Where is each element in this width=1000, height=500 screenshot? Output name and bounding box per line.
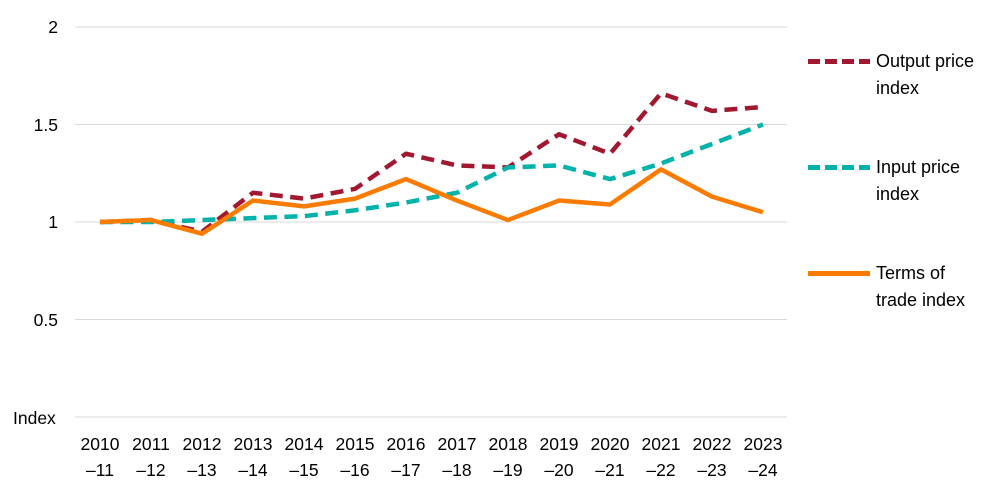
- x-tick-label: 2016 –17: [379, 431, 433, 483]
- legend-item-output-price-index: Output price index: [808, 48, 996, 102]
- legend-label: Input price index: [876, 154, 960, 208]
- y-tick-label: 1: [48, 212, 58, 232]
- legend-dashed-line-swatch: [808, 59, 870, 64]
- legend-dashed-line-swatch: [808, 165, 870, 170]
- legend-solid-line-swatch: [808, 271, 870, 276]
- x-tick-label-line: –23: [697, 460, 727, 480]
- x-tick-label: 2022 –23: [685, 431, 739, 483]
- legend-label-line: Output price: [876, 51, 975, 71]
- legend-label-line: Terms of: [876, 263, 946, 283]
- x-tick-label-line: –18: [442, 460, 472, 480]
- legend-label: Terms of trade index: [876, 260, 965, 314]
- legend-item-terms-of-trade-index: Terms of trade index: [808, 260, 996, 314]
- x-tick-label: 2014 –15: [277, 431, 331, 483]
- x-tick-label-line: –24: [748, 460, 778, 480]
- x-tick-label-line: –14: [238, 460, 268, 480]
- x-tick-label-line: –12: [136, 460, 166, 480]
- legend-label-line: Input price: [876, 157, 961, 177]
- x-tick-label-line: 2018: [488, 434, 528, 454]
- x-tick-label-line: 2023: [743, 434, 783, 454]
- x-tick-label-line: 2011: [132, 434, 170, 454]
- x-tick-label: 2017 –18: [430, 431, 484, 483]
- x-tick-label-line: 2016: [386, 434, 426, 454]
- x-tick-label-line: 2019: [539, 434, 579, 454]
- x-tick-label-line: 2010: [80, 434, 120, 454]
- x-tick-label-line: –11: [86, 460, 114, 480]
- series-line-input-price-index: [100, 122, 764, 225]
- x-tick-label: 2011 –12: [124, 431, 178, 483]
- x-tick-label: 2010 –11: [73, 431, 127, 483]
- x-tick-label: 2018 –19: [481, 431, 535, 483]
- y-tick-label: 1.5: [33, 114, 58, 135]
- legend-label-line: index: [876, 78, 920, 98]
- x-tick-label-line: 2012: [182, 434, 222, 454]
- x-tick-label-line: –13: [187, 460, 217, 480]
- x-tick-label: 2021 –22: [634, 431, 688, 483]
- legend-item-input-price-index: Input price index: [808, 154, 996, 208]
- y-axis-title: Index: [13, 408, 56, 428]
- series-line-output-price-index: [99, 91, 764, 234]
- x-tick-label-line: –20: [544, 460, 574, 480]
- x-tick-label: 2013 –14: [226, 431, 280, 483]
- x-tick-label: 2015 –16: [328, 431, 382, 483]
- x-tick-label-line: –21: [595, 460, 625, 480]
- x-tick-label-line: 2021: [641, 434, 681, 454]
- legend-label-line: trade index: [876, 290, 966, 310]
- x-tick-label-line: –22: [646, 460, 676, 480]
- x-tick-label: 2023 –24: [736, 431, 790, 483]
- x-tick-label-line: 2017: [437, 434, 477, 454]
- x-tick-label-line: –17: [391, 460, 421, 480]
- x-tick-label-line: 2014: [284, 434, 324, 454]
- y-tick-label: 0.5: [33, 309, 58, 330]
- series-line-terms-of-trade-index: [99, 167, 764, 236]
- y-tick-label: 2: [48, 17, 58, 37]
- legend-label-line: index: [876, 184, 920, 204]
- x-tick-label-line: –19: [493, 460, 523, 480]
- x-tick-label-line: 2020: [590, 434, 630, 454]
- x-tick-label-line: –16: [340, 460, 370, 480]
- x-tick-label-line: 2015: [335, 434, 375, 454]
- x-tick-label-line: –15: [289, 460, 319, 480]
- x-tick-label-line: 2022: [692, 434, 732, 454]
- x-tick-label: 2020 –21: [583, 431, 637, 483]
- x-tick-label: 2012 –13: [175, 431, 229, 483]
- x-tick-label-line: 2013: [233, 434, 273, 454]
- x-tick-label: 2019 –20: [532, 431, 586, 483]
- legend-label: Output price index: [876, 48, 974, 102]
